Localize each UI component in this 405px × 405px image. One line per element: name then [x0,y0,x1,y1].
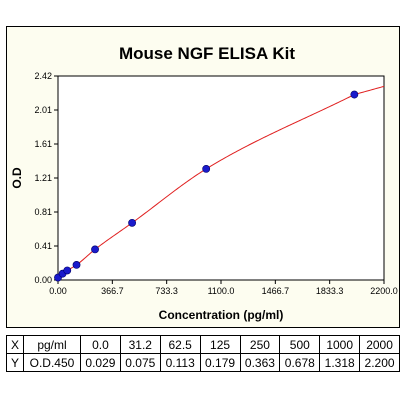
y-tick-label: 2.01 [34,105,52,115]
x-tick-label: 1466.7 [262,286,290,296]
x-tick-label: 366.7 [101,286,124,296]
y-axis-label: O.D [10,167,24,189]
x-tick-label: 2200.0 [370,286,398,296]
standard-curve-chart: Mouse NGF ELISA Kit 0.00 366.7 733.3 1100.0… [6,26,400,328]
chart-title: Mouse NGF ELISA Kit [119,44,295,63]
cell-x: 125 [199,335,241,354]
cell-x: 0.0 [80,335,121,354]
y-tick-label: 0.41 [34,241,52,251]
cell-y: 0.179 [199,353,241,372]
cell-x: 2000 [359,335,400,354]
unit-y: O.D.450 [23,353,81,372]
cell-y: 2.200 [359,353,400,372]
axis-ticks: 0.00 366.7 733.3 1100.0 1466.7 1833.3 2200.0 0.… [34,71,397,296]
cell-y: 0.113 [159,353,201,372]
y-tick-label: 0.81 [34,207,52,217]
y-tick-label: 1.61 [34,139,52,149]
table-row-y: Y O.D.450 0.029 0.075 0.113 0.179 0.363 … [6,353,400,372]
data-point [202,164,211,173]
x-axis-label: Concentration (pg/ml) [159,308,284,322]
cell-y: 0.363 [239,353,281,372]
chart-panel: Mouse NGF ELISA Kit 0.00 366.7 733.3 1100.0… [6,26,400,328]
cell-y: 0.678 [279,353,321,372]
data-point [350,90,359,99]
fit-curve [57,85,385,278]
cell-x: 1000 [319,335,361,354]
cell-y: 1.318 [319,353,361,372]
row-label-x: X [6,335,24,354]
table-row-x: X pg/ml 0.0 31.2 62.5 125 250 500 1000 2… [6,335,400,354]
y-tick-label: 1.21 [34,173,52,183]
x-tick-label: 733.3 [155,286,178,296]
y-tick-label: 2.42 [34,71,52,81]
data-point [72,261,81,269]
cell-x: 500 [279,335,321,354]
cell-y: 0.029 [80,353,121,372]
plot-area [57,75,385,281]
unit-x: pg/ml [23,335,81,354]
row-label-y: Y [6,353,24,372]
data-table: X pg/ml 0.0 31.2 62.5 125 250 500 1000 2… [6,335,400,372]
x-tick-label: 0.00 [49,286,67,296]
cell-x: 250 [239,335,281,354]
cell-x: 31.2 [119,335,161,354]
y-tick-label: 0.00 [34,275,52,285]
x-tick-label: 1833.3 [316,286,344,296]
data-point [128,218,136,227]
data-point [63,266,72,275]
cell-x: 62.5 [159,335,201,354]
x-tick-label: 1100.0 [208,286,235,296]
data-point [91,245,99,254]
cell-y: 0.075 [119,353,161,372]
data-points [54,90,359,282]
